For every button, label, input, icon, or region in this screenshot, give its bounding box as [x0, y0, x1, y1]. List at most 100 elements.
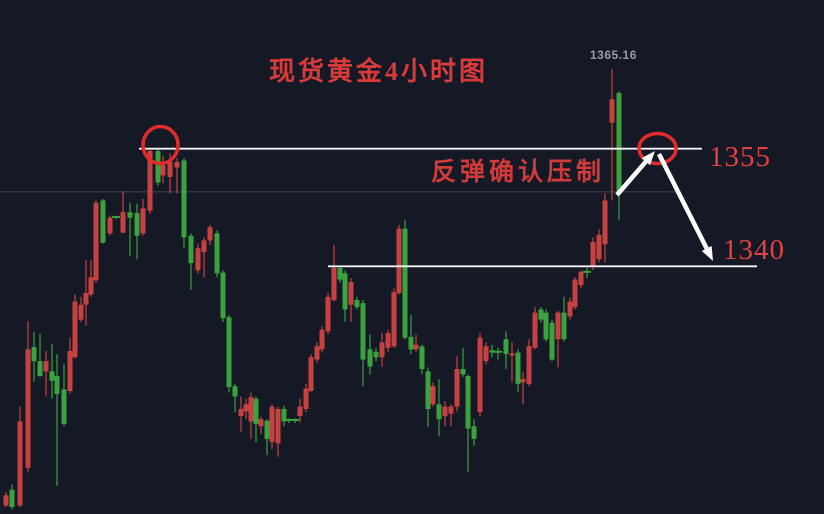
candle-body-up — [385, 332, 391, 348]
candle-body-down — [354, 300, 360, 308]
page-title: 现货黄金4小时图 — [269, 57, 489, 86]
candle-body-down — [281, 408, 287, 422]
candle-body-up — [413, 344, 419, 350]
candle-body-down — [494, 350, 502, 353]
candle-body-up — [248, 397, 254, 422]
candlesticks — [3, 69, 622, 510]
candle-body-down — [100, 200, 106, 243]
candle-body-down — [543, 312, 549, 340]
candle-body-down — [134, 212, 140, 236]
candle-body-up — [195, 248, 201, 271]
candle-body-down — [489, 350, 495, 353]
candle-body-down — [61, 389, 67, 424]
high-price-label: 1365.16 — [590, 48, 637, 62]
candle-body-down — [367, 349, 373, 367]
candle-body-down — [503, 339, 509, 355]
candle-body-up — [596, 234, 602, 260]
candle-body-down — [342, 273, 348, 310]
candle-body-down — [127, 212, 133, 218]
candle-body-up — [391, 292, 397, 347]
highlight-circle-2 — [637, 131, 678, 166]
candle-body-up — [3, 495, 9, 506]
level-lines — [139, 147, 757, 268]
candle-body-down — [37, 361, 43, 377]
candle-body-up — [314, 346, 320, 360]
candle-body-up — [520, 379, 526, 383]
candle-body-up — [348, 281, 354, 305]
candle-body-up — [532, 312, 538, 348]
candle-body-down — [220, 272, 226, 319]
candle-body-down — [181, 160, 187, 238]
candle-body-down — [471, 426, 477, 439]
candle-body-up — [88, 277, 94, 295]
candle-body-down — [460, 369, 466, 375]
arrow-head-2 — [701, 246, 713, 261]
candle-body-up — [590, 241, 596, 266]
candle-body-down — [188, 235, 194, 264]
candle-body-down — [360, 303, 366, 360]
candle-body-up — [303, 388, 309, 409]
candle-body-down — [9, 489, 15, 507]
candle-body-up — [207, 227, 213, 241]
candle-body-down — [515, 352, 521, 384]
candle-body-down — [337, 267, 343, 280]
candle-body-up — [430, 386, 436, 405]
candle-body-up — [107, 217, 113, 234]
candle-body-up — [93, 202, 99, 281]
candle-body-down — [616, 93, 622, 193]
candle-body-down — [31, 347, 37, 362]
candle-body-up — [275, 408, 281, 444]
candle-body-down — [436, 404, 442, 420]
candle-body-up — [17, 421, 23, 506]
candle-body-up — [477, 337, 483, 413]
candle-body-down — [232, 386, 238, 397]
arrow-head-1 — [641, 151, 655, 166]
candle-body-up — [269, 406, 275, 442]
candle-body-down — [373, 351, 379, 358]
candle-body-down — [226, 317, 232, 388]
candle-body-up — [572, 279, 578, 308]
candle-body-up — [167, 162, 173, 177]
pressure-annotation-label: 反弹确认压制 — [431, 159, 606, 186]
candle-body-up — [140, 208, 146, 234]
candle-body-up — [483, 346, 489, 362]
candle-body-up — [72, 301, 78, 358]
candle-body-up — [43, 361, 49, 372]
candle-body-up — [448, 406, 454, 414]
candle-body-up — [325, 296, 331, 332]
arrow-shaft-1 — [615, 160, 648, 197]
candle-body-down — [253, 398, 259, 424]
candle-body-up — [609, 99, 615, 123]
highlight-circle-1 — [141, 124, 180, 166]
candle-body-up — [602, 200, 608, 245]
support-level-label: 1340 — [723, 234, 785, 266]
candle-body-up — [578, 271, 584, 286]
candle-body-up — [509, 353, 515, 356]
candle-body-up — [297, 406, 303, 417]
candle-body-down — [538, 309, 544, 320]
candle-body-up — [308, 357, 314, 391]
candle-body-up — [25, 349, 31, 468]
candle-body-up — [243, 404, 249, 412]
candle-body-down — [465, 376, 471, 429]
candle-body-up — [454, 369, 460, 407]
candle-body-down — [214, 233, 220, 274]
candle-body-up — [238, 408, 244, 417]
candle-body-down — [583, 270, 591, 273]
candle-body-down — [561, 312, 567, 340]
candle-body-down — [49, 371, 55, 381]
candle-body-up — [78, 304, 84, 320]
candle-body-up — [147, 151, 153, 211]
candle-body-up — [258, 419, 264, 427]
candle-body-up — [555, 312, 561, 340]
candle-body-up — [160, 165, 166, 176]
candle-body-down — [419, 346, 425, 370]
resistance-level-label: 1355 — [709, 141, 771, 173]
candle-body-up — [442, 406, 448, 417]
candle-body-down — [285, 418, 293, 421]
candle-body-up — [83, 292, 89, 305]
candle-body-up — [526, 346, 532, 384]
candle-body-up — [396, 228, 402, 293]
